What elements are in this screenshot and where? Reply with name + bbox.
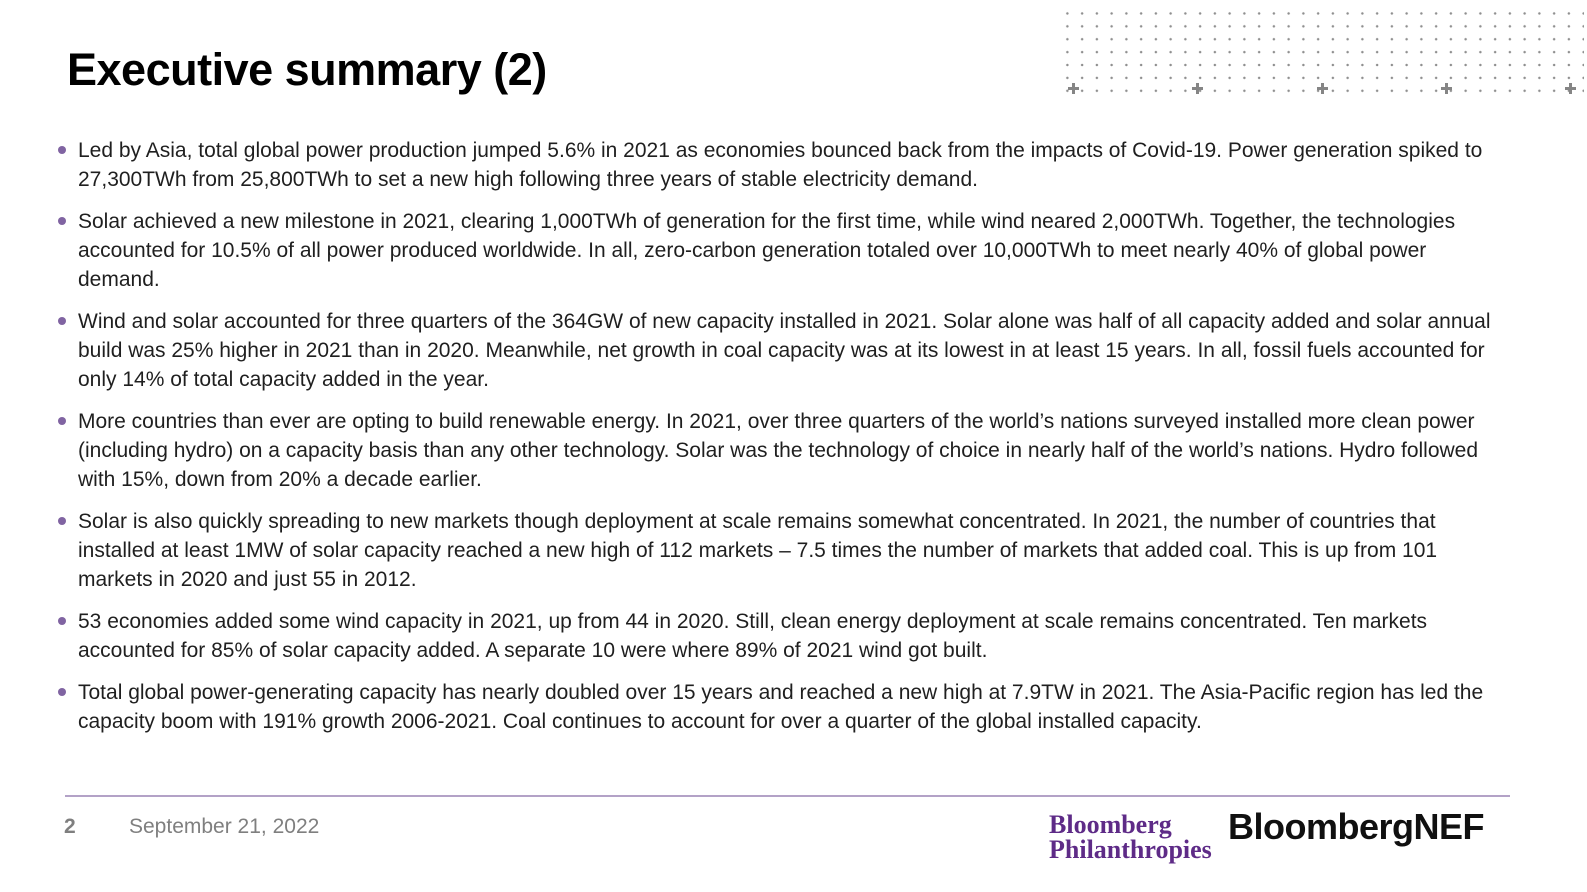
bullet-item: Led by Asia, total global power producti… (57, 136, 1495, 194)
bullet-item: Total global power-generating capacity h… (57, 678, 1495, 736)
plus-icon (1192, 83, 1203, 94)
bloomberg-philanthropies-logo-line1: Bloomberg (1049, 810, 1172, 839)
bullet-item: Solar achieved a new milestone in 2021, … (57, 207, 1495, 294)
bullet-list: Led by Asia, total global power producti… (57, 136, 1495, 749)
bloomberg-philanthropies-logo-line2: Philanthropies (1049, 835, 1212, 864)
slide-title: Executive summary (2) (67, 44, 547, 95)
slide-date: September 21, 2022 (129, 815, 320, 838)
bullet-item: 53 economies added some wind capacity in… (57, 607, 1495, 665)
plus-icon (1068, 83, 1079, 94)
plus-icon (1441, 83, 1452, 94)
footer-divider (65, 795, 1510, 797)
bloombergnef-logo: BloombergNEF (1228, 806, 1485, 847)
bullet-item: Wind and solar accounted for three quart… (57, 307, 1495, 394)
bullet-item: More countries than ever are opting to b… (57, 407, 1495, 494)
bloomberg-philanthropies-logo: Bloomberg Philanthropies (1049, 810, 1212, 864)
dot-grid-decoration (1056, 4, 1584, 95)
plus-icon (1317, 83, 1328, 94)
page-number: 2 (64, 815, 76, 838)
bullet-item: Solar is also quickly spreading to new m… (57, 507, 1495, 594)
plus-icon (1565, 83, 1576, 94)
